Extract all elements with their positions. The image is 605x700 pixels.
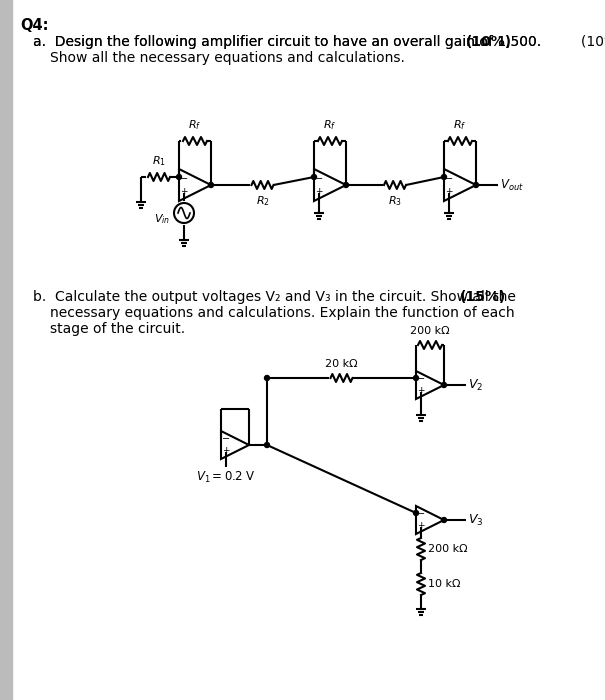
Text: $V_2$: $V_2$ (468, 377, 483, 393)
Circle shape (209, 183, 214, 188)
Text: +: + (445, 187, 453, 196)
Text: +: + (417, 521, 425, 530)
Text: 20 kΩ: 20 kΩ (325, 359, 358, 369)
Bar (0, 0, 12, 700)
Text: $V_1 = 0.2$ V: $V_1 = 0.2$ V (196, 470, 256, 485)
Text: (10%): (10%) (466, 35, 512, 49)
Text: a.  Design the following amplifier circuit to have an overall gain of 1,500.: a. Design the following amplifier circui… (33, 35, 554, 49)
Text: $R_2$: $R_2$ (255, 194, 269, 208)
Text: −: − (417, 510, 425, 519)
Text: $R_f$: $R_f$ (188, 118, 201, 132)
Text: −: − (417, 374, 425, 384)
Text: −: − (180, 174, 188, 183)
Circle shape (264, 375, 269, 381)
Circle shape (344, 183, 348, 188)
Text: Show all the necessary equations and calculations.: Show all the necessary equations and cal… (50, 51, 405, 65)
Text: a.  Design the following amplifier circuit to have an overall gain of 1,500.    : a. Design the following amplifier circui… (33, 35, 605, 49)
Text: stage of the circuit.: stage of the circuit. (50, 322, 185, 336)
Text: −: − (222, 435, 230, 444)
Text: $R_1$: $R_1$ (152, 154, 166, 168)
Text: necessary equations and calculations. Explain the function of each: necessary equations and calculations. Ex… (50, 306, 515, 320)
Text: $V_3$: $V_3$ (468, 512, 483, 528)
Circle shape (264, 442, 269, 447)
Circle shape (442, 517, 446, 522)
Circle shape (413, 375, 419, 381)
Text: 200 kΩ: 200 kΩ (410, 326, 450, 336)
Circle shape (177, 174, 182, 179)
Text: +: + (222, 446, 230, 455)
Text: +: + (315, 187, 322, 196)
Text: +: + (417, 386, 425, 395)
Text: 200 kΩ: 200 kΩ (428, 544, 468, 554)
Text: $R_f$: $R_f$ (453, 118, 466, 132)
Text: $R_3$: $R_3$ (388, 194, 402, 208)
Text: $V_{in}$: $V_{in}$ (154, 212, 170, 226)
Text: Q4:: Q4: (20, 18, 48, 33)
Circle shape (413, 510, 419, 515)
Text: −: − (445, 174, 453, 183)
Text: b.  Calculate the output voltages V₂ and V₃ in the circuit. Show all the: b. Calculate the output voltages V₂ and … (33, 290, 516, 304)
Text: (15%): (15%) (460, 290, 506, 304)
Circle shape (442, 174, 446, 179)
Circle shape (312, 174, 316, 179)
Circle shape (442, 382, 446, 388)
Text: 10 kΩ: 10 kΩ (428, 579, 460, 589)
Text: $R_f$: $R_f$ (323, 118, 337, 132)
Text: +: + (180, 187, 188, 196)
Text: −: − (315, 174, 323, 183)
Text: $V_{out}$: $V_{out}$ (500, 178, 524, 193)
Circle shape (474, 183, 479, 188)
